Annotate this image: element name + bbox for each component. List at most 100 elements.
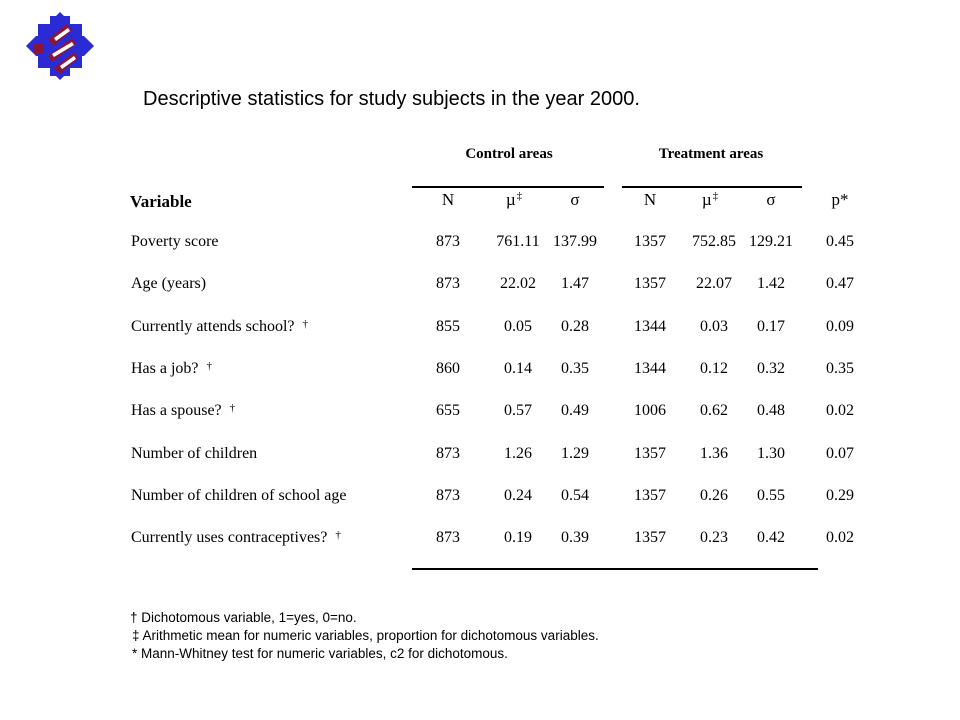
table-cell: 137.99 — [553, 233, 597, 250]
table-cell: 1344 — [634, 359, 666, 377]
table-cell: 0.02 — [826, 402, 854, 420]
column-header: µ‡ — [670, 190, 750, 210]
table-cell: 873 — [436, 444, 460, 462]
table-cell: 0.29 — [826, 486, 854, 504]
table-cell: 0.39 — [561, 529, 589, 547]
table-cell: 0.57 — [504, 402, 532, 420]
table-cell: 1.36 — [700, 444, 728, 462]
table-cell: 1.29 — [561, 444, 589, 462]
table-cell: 0.07 — [826, 444, 854, 462]
mu-marker: ‡ — [712, 190, 719, 202]
table-cell: 0.19 — [504, 529, 532, 547]
divider — [622, 186, 802, 188]
table-row: Number of children 873 1.26 1.29 1357 1.36 1.3… — [0, 445, 960, 467]
table-cell: 0.35 — [826, 359, 854, 377]
row-label: Number of children of school age — [131, 487, 346, 505]
column-header: N — [441, 190, 455, 209]
column-header: N — [643, 190, 657, 209]
mu-symbol: µ — [701, 190, 712, 209]
table-cell: 0.28 — [561, 317, 589, 335]
dichotomous-marker: † — [335, 529, 341, 542]
dichotomous-marker: † — [206, 359, 213, 372]
table-cell: 0.48 — [757, 402, 785, 420]
table-cell: 0.17 — [757, 317, 785, 335]
table-cell: 752.85 — [692, 233, 736, 250]
row-label-text: Age (years) — [131, 275, 207, 293]
table-cell: 1006 — [634, 402, 666, 420]
table-cell: 0.12 — [700, 359, 728, 377]
row-label: Currently uses contraceptives? † — [131, 529, 341, 547]
table-cell: 22.02 — [500, 275, 536, 293]
table-row: Currently uses contraceptives? † 873 0.19 0.… — [0, 529, 960, 551]
table-cell: 1357 — [634, 233, 666, 250]
table-cell: 1.47 — [561, 275, 589, 293]
column-header: p* — [831, 190, 849, 209]
footnotes: † Dichotomous variable, 1=yes, 0=no. ‡ A… — [130, 609, 599, 663]
footnote: † Dichotomous variable, 1=yes, 0=no. — [130, 610, 357, 625]
table-cell: 0.62 — [700, 402, 728, 420]
table-cell: 1.42 — [757, 275, 785, 293]
column-header: σ — [766, 190, 776, 209]
row-label-text: Has a spouse? — [131, 402, 222, 420]
row-label: Age (years) — [131, 275, 206, 293]
table-cell: 873 — [436, 233, 460, 250]
table-cell: 0.26 — [700, 486, 728, 504]
table-cell: 761.11 — [496, 233, 540, 250]
table-cell: 0.14 — [504, 359, 532, 377]
row-label-text: Currently attends school? — [131, 317, 295, 335]
row-label-text: Number of children — [131, 444, 258, 462]
group-header-treatment: Treatment areas — [658, 146, 764, 162]
page-title: Descriptive statistics for study subject… — [143, 88, 640, 110]
table-row: Has a spouse? † 655 0.57 0.49 1006 0.62 0.48 0.0… — [0, 402, 960, 424]
mu-marker: ‡ — [516, 190, 523, 202]
group-header-control: Control areas — [465, 146, 553, 162]
dichotomous-marker: † — [302, 317, 309, 330]
table-cell: 0.35 — [561, 359, 589, 377]
table-cell: 1357 — [634, 486, 666, 504]
table-cell: 22.07 — [696, 275, 732, 293]
table-row: Poverty score 873 761.11 137.99 1357 752.85 12… — [0, 233, 960, 255]
table-cell: 1357 — [634, 275, 666, 293]
table-cell: 655 — [436, 402, 460, 420]
table-cell: 0.45 — [826, 233, 854, 250]
row-label: Has a spouse? † — [131, 402, 235, 420]
table-cell: 0.55 — [757, 486, 785, 504]
row-label: Number of children — [131, 445, 257, 463]
row-label-text: Number of children of school age — [131, 486, 347, 504]
divider — [412, 568, 818, 570]
table-cell: 0.05 — [504, 317, 532, 335]
mu-symbol: µ — [505, 190, 516, 209]
column-header-row: N µ‡ σ N µ‡ σ p* — [0, 190, 960, 212]
variable-header: Variable — [130, 192, 192, 211]
table-cell: 0.09 — [826, 317, 854, 335]
footnote: ‡ Arithmetic mean for numeric variables,… — [132, 628, 599, 643]
table-cell: 0.23 — [700, 529, 728, 547]
table-cell: 1344 — [634, 317, 666, 335]
row-label: Poverty score — [131, 233, 219, 251]
row-label-text: Currently uses contraceptives? — [131, 529, 328, 547]
table-row: Number of children of school age 873 0.24 0… — [0, 487, 960, 509]
table-cell: 873 — [436, 529, 460, 547]
table-cell: 1.26 — [504, 444, 532, 462]
table-cell: 0.24 — [504, 486, 532, 504]
table-cell: 129.21 — [749, 233, 793, 250]
row-label: Currently attends school? † — [131, 318, 308, 336]
table-cell: 0.47 — [826, 275, 854, 293]
table-cell: 1357 — [634, 529, 666, 547]
table-cell: 0.42 — [757, 529, 785, 547]
table-cell: 873 — [436, 486, 460, 504]
table-cell: 0.54 — [561, 486, 589, 504]
table-cell: 0.02 — [826, 529, 854, 547]
table-cell: 0.03 — [700, 317, 728, 335]
logo-icon — [24, 10, 96, 82]
table-cell: 0.49 — [561, 402, 589, 420]
divider — [412, 186, 604, 188]
table-cell: 873 — [436, 275, 460, 293]
table-row: Age (years) 873 22.02 1.47 1357 22.07 1.42 0.47 — [0, 275, 960, 297]
row-label-text: Has a job? — [131, 359, 199, 377]
table-cell: 1.30 — [757, 444, 785, 462]
footnote: * Mann-Whitney test for numeric variable… — [132, 646, 508, 661]
table-cell: 855 — [436, 317, 460, 335]
table-row: Has a job? † 860 0.14 0.35 1344 0.12 0.32 0.35 — [0, 360, 960, 382]
dichotomous-marker: † — [229, 402, 236, 415]
